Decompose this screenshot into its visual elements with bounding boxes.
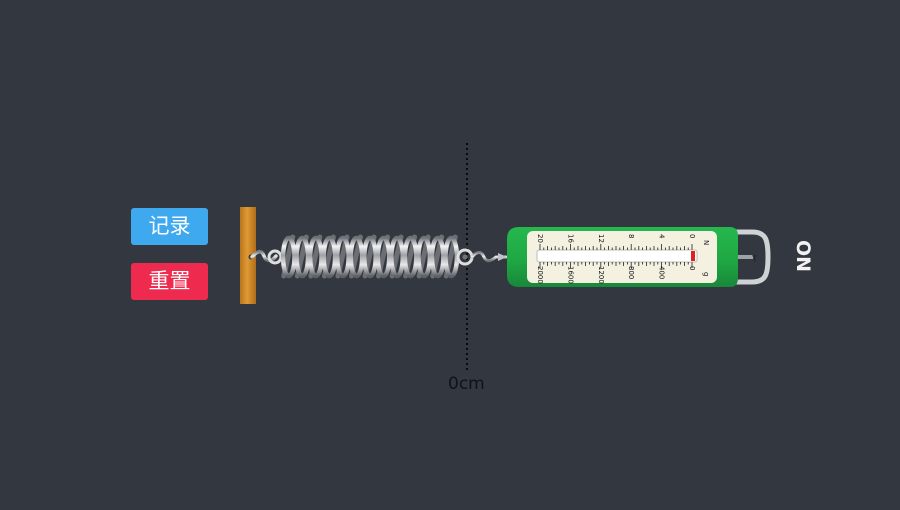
newton-scale-label: 12: [597, 234, 605, 243]
newton-scale-label: 16: [566, 234, 574, 243]
record-button[interactable]: 记录: [131, 208, 208, 245]
scale-indicator: [691, 251, 695, 261]
newton-scale-label: 20: [536, 234, 544, 243]
newton-scale-label: 8: [627, 234, 635, 238]
spring-coil[interactable]: [280, 234, 460, 279]
gram-scale-label: 400: [658, 266, 666, 279]
balance-tube: [536, 249, 698, 263]
spring-balance[interactable]: T 20 16 12 8 4 0 2000 1600 1200 800 400 0 N g: [507, 227, 771, 287]
gram-scale-label: 1600: [566, 266, 574, 284]
newton-scale-label: 0: [688, 234, 696, 238]
reset-button[interactable]: 重置: [131, 263, 208, 300]
zero-position-label: 0cm: [448, 374, 485, 394]
gram-scale-label: 1200: [597, 266, 605, 284]
right-hook-tip: [498, 253, 507, 261]
right-ring-center: [462, 254, 468, 260]
handle-shaft: [735, 255, 753, 259]
gram-scale-label: 0: [688, 266, 696, 270]
newton-scale-label: 4: [658, 234, 666, 239]
handle-mark: T: [751, 255, 758, 265]
gram-scale-label: 800: [627, 266, 635, 279]
gram-unit: g: [702, 272, 710, 276]
right-hook: [470, 251, 508, 263]
scale-labels: 20 16 12 8 4 0 2000 1600 1200 800 400 0: [536, 234, 696, 284]
unit-toggle-label[interactable]: ON: [792, 239, 814, 273]
balance-handle[interactable]: [734, 229, 771, 285]
wall-support: [240, 207, 256, 304]
newton-unit: N: [702, 240, 710, 245]
gram-scale-label: 2000: [536, 266, 544, 284]
left-hook: [250, 249, 278, 263]
scale-ticks: [539, 244, 693, 268]
